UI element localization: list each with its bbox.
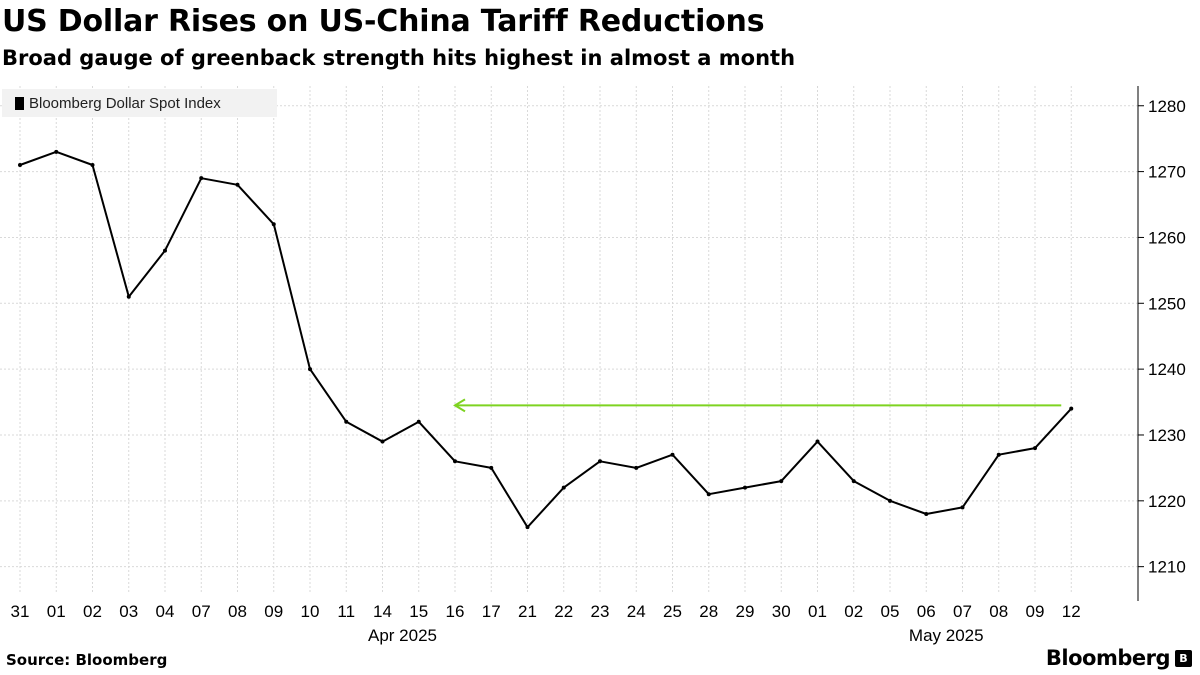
x-tick-label: 01 [47, 602, 66, 621]
x-tick-label: 12 [1062, 602, 1081, 621]
data-point [924, 511, 929, 516]
terminal-icon: B [1175, 649, 1192, 667]
x-tick-label: 06 [917, 602, 936, 621]
data-point [1069, 406, 1074, 411]
x-tick-label: 10 [301, 602, 320, 621]
x-tick-label: 25 [663, 602, 682, 621]
data-point [308, 367, 312, 372]
data-point [960, 505, 965, 510]
chart-title: US Dollar Rises on US-China Tariff Reduc… [2, 4, 765, 39]
brand-wordmark: Bloomberg [1045, 646, 1171, 670]
data-point [598, 459, 602, 464]
data-point [163, 248, 167, 253]
data-point [453, 459, 457, 464]
data-point [996, 452, 1001, 457]
x-tick-label: 02 [83, 602, 102, 621]
legend: Bloomberg Dollar Spot Index [2, 89, 277, 117]
data-point [54, 149, 59, 154]
x-tick-label: 07 [953, 602, 972, 621]
data-point [634, 465, 639, 470]
x-tick-label: 03 [119, 602, 138, 621]
y-tick-label: 1230 [1148, 426, 1186, 445]
y-tick-label: 1250 [1148, 294, 1186, 313]
chart-subtitle: Broad gauge of greenback strength hits h… [2, 46, 796, 70]
data-point [416, 419, 421, 424]
y-tick-label: 1280 [1148, 97, 1186, 116]
x-tick-label: 08 [989, 602, 1008, 621]
x-tick-label: 07 [192, 602, 211, 621]
x-tick-label: 09 [1026, 602, 1045, 621]
data-point [561, 485, 566, 490]
x-tick-label: 29 [736, 602, 755, 621]
y-tick-label: 1270 [1148, 163, 1186, 182]
data-point [779, 479, 784, 484]
x-tick-label: 28 [699, 602, 718, 621]
data-point [851, 479, 856, 484]
x-tick-label: 14 [373, 602, 392, 621]
legend-label: Bloomberg Dollar Spot Index [29, 94, 221, 112]
data-point [271, 222, 276, 227]
y-tick-label: 1220 [1148, 492, 1186, 511]
x-month-label: Apr 2025 [368, 626, 437, 645]
data-point [235, 182, 240, 187]
x-tick-label: 08 [228, 602, 247, 621]
x-tick-label: 16 [446, 602, 465, 621]
x-tick-label: 24 [627, 602, 646, 621]
x-tick-label: 02 [844, 602, 863, 621]
annotation-arrow-head [453, 398, 466, 413]
y-tick-label: 1240 [1148, 360, 1186, 379]
data-point [525, 525, 530, 530]
data-point [888, 498, 892, 503]
source-note: Source: Bloomberg [6, 651, 168, 669]
data-point [670, 452, 675, 457]
x-tick-label: 11 [337, 602, 355, 621]
x-tick-label: 04 [156, 602, 175, 621]
data-point [1033, 446, 1037, 451]
data-point [199, 176, 204, 181]
data-point [90, 163, 95, 168]
x-tick-label: 15 [409, 602, 428, 621]
x-tick-label: 01 [808, 602, 827, 621]
data-point [489, 465, 494, 470]
data-point [344, 419, 349, 424]
x-tick-label: 21 [518, 602, 537, 621]
x-tick-label: 09 [264, 602, 283, 621]
x-tick-label: 23 [591, 602, 610, 621]
series-line [19, 150, 1073, 529]
y-tick-label: 1260 [1148, 228, 1186, 247]
x-month-label: May 2025 [909, 626, 984, 645]
x-tick-label: 17 [482, 602, 501, 621]
y-tick-label: 1210 [1148, 558, 1186, 577]
x-tick-label: 05 [881, 602, 900, 621]
data-point [743, 485, 747, 490]
x-tick-label: 22 [554, 602, 573, 621]
legend-swatch [15, 96, 24, 110]
data-point [126, 294, 131, 299]
data-point [815, 439, 820, 444]
data-point [380, 439, 385, 444]
brand-logo: Bloomberg B [1046, 646, 1192, 670]
data-point [18, 163, 22, 168]
x-tick-label: 30 [772, 602, 791, 621]
x-tick-label: 31 [11, 602, 30, 621]
data-point [706, 492, 711, 497]
